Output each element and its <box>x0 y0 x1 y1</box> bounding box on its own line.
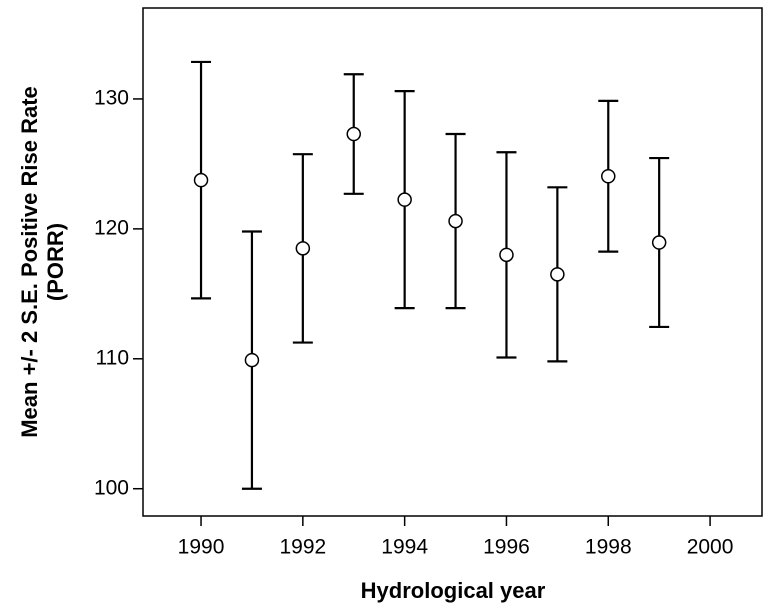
y-tick-label: 110 <box>96 346 129 369</box>
x-axis-label: Hydrological year <box>361 578 546 603</box>
x-tick-label: 1996 <box>483 536 530 559</box>
mean-point <box>244 352 260 368</box>
mean-point <box>651 235 667 250</box>
mean-point <box>448 213 463 229</box>
mean-point <box>550 267 565 282</box>
mean-point <box>295 241 311 256</box>
mean-point <box>601 169 616 184</box>
mean-point <box>193 172 209 188</box>
y-tick-label: 120 <box>94 216 129 239</box>
mean-point <box>397 192 412 207</box>
x-tick-label: 2000 <box>687 536 734 559</box>
y-axis-label: Mean +/- 2 S.E. Positive Rise Rate <box>17 86 42 438</box>
x-tick-label: 1994 <box>381 536 428 559</box>
plot-frame <box>142 7 763 517</box>
y-axis-label: (PORR) <box>43 223 68 301</box>
x-tick-label: 1998 <box>585 536 632 559</box>
mean-point <box>346 126 361 142</box>
x-tick-label: 1992 <box>279 536 326 559</box>
y-tick-label: 100 <box>94 476 129 499</box>
y-tick-label: 130 <box>94 86 129 109</box>
x-tick-label: 1990 <box>178 536 225 559</box>
mean-point <box>499 247 514 263</box>
